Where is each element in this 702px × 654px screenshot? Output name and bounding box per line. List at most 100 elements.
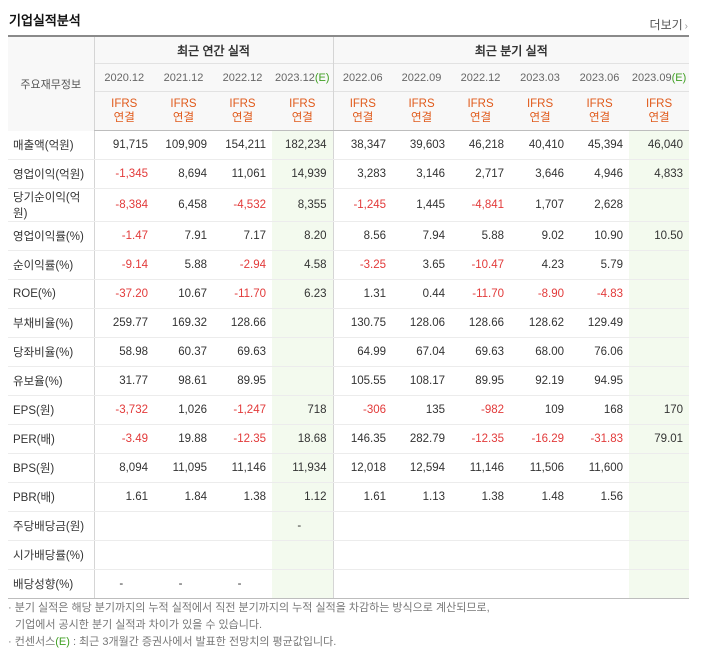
table-cell: -982 xyxy=(451,395,511,425)
table-cell: -3.25 xyxy=(332,250,393,280)
table-cell: 1.84 xyxy=(154,482,213,512)
table-cell: 128.66 xyxy=(213,308,272,338)
table-cell: 4.58 xyxy=(272,250,334,280)
accounting-standard: IFRS 연결 xyxy=(629,91,690,131)
footnote-1-cont: 기업에서 공시한 분기 실적과 차이가 있을 수 있습니다. xyxy=(15,619,263,631)
table-cell: 4,833 xyxy=(629,159,690,189)
table-cell: 76.06 xyxy=(570,337,630,367)
table-cell: 1.12 xyxy=(272,482,334,512)
period-label: 2021.12 xyxy=(163,71,204,84)
table-cell: 3,646 xyxy=(510,159,571,189)
period-label: 2020.12 xyxy=(104,71,145,84)
table-cell: 3,146 xyxy=(392,159,452,189)
table-cell: 10.67 xyxy=(154,279,213,309)
period-header: 2021.12 xyxy=(154,63,213,92)
table-cell: 98.61 xyxy=(154,366,213,396)
table-cell: 11,146 xyxy=(213,453,272,483)
period-header: 2023.12(E) xyxy=(272,63,334,92)
table-cell: 39,603 xyxy=(392,130,452,160)
table-cell: 5.79 xyxy=(570,250,630,280)
table-cell xyxy=(213,511,272,541)
more-link[interactable]: 더보기 › xyxy=(650,16,688,33)
table-cell xyxy=(392,540,452,570)
table-row: ROE(%) -37.20 10.67 -11.70 6.23 1.31 0.44 -11.7… xyxy=(8,279,690,309)
accounting-standard: IFRS 연결 xyxy=(272,91,334,131)
table-cell xyxy=(93,511,154,541)
table-cell xyxy=(629,453,690,483)
table-cell: -306 xyxy=(332,395,393,425)
table-cell: 11,600 xyxy=(570,453,630,483)
table-cell: 1.38 xyxy=(213,482,272,512)
table-cell: 128.06 xyxy=(392,308,452,338)
basis-label: 연결 xyxy=(291,112,313,124)
table-cell: 7.94 xyxy=(392,221,452,251)
standard-label: IFRS xyxy=(111,98,138,110)
table-cell: -4,532 xyxy=(213,188,272,222)
estimate-mark: (E) xyxy=(671,71,687,84)
table-cell: 2,717 xyxy=(451,159,511,189)
table-cell: -8,384 xyxy=(93,188,154,222)
table-cell: 8,094 xyxy=(93,453,154,483)
table-cell: 68.00 xyxy=(510,337,571,367)
period-header: 2022.06 xyxy=(332,63,393,92)
table-cell xyxy=(332,511,393,541)
table-cell: 154,211 xyxy=(213,130,272,160)
table-cell: - xyxy=(272,511,334,541)
table-cell xyxy=(570,569,630,599)
table-cell: 89.95 xyxy=(213,366,272,396)
table-cell: - xyxy=(93,569,154,599)
basis-label: 연결 xyxy=(469,112,492,124)
table-cell: 1.48 xyxy=(510,482,571,512)
table-cell: 1.61 xyxy=(332,482,393,512)
table-cell: 67.04 xyxy=(392,337,452,367)
table-cell: 58.98 xyxy=(93,337,154,367)
table-cell: - xyxy=(154,569,213,599)
table-cell: 11,061 xyxy=(213,159,272,189)
period-header: 2020.12 xyxy=(93,63,154,92)
table-cell xyxy=(629,279,690,309)
table-cell: 3,283 xyxy=(332,159,393,189)
table-cell xyxy=(629,308,690,338)
period-label: 2022.12 xyxy=(222,71,263,84)
corner-header: 주요재무정보 xyxy=(8,35,94,131)
footnote-2-estimate-mark: (E) xyxy=(55,636,70,648)
table-row: 순이익률(%) -9.14 5.88 -2.94 4.58 -3.25 3.65 -10.47… xyxy=(8,250,690,280)
accounting-standard: IFRS 연결 xyxy=(392,91,452,131)
table-cell: -16.29 xyxy=(510,424,571,454)
table-row: 영업이익(억원) -1,345 8,694 11,061 14,939 3,283 3,14… xyxy=(8,159,690,189)
row-label: 배당성향(%) xyxy=(8,569,94,599)
table-cell: 129.49 xyxy=(570,308,630,338)
table-cell xyxy=(629,540,690,570)
table-cell: -4.83 xyxy=(570,279,630,309)
table-cell: 38,347 xyxy=(332,130,393,160)
table-cell xyxy=(570,540,630,570)
table-cell: 40,410 xyxy=(510,130,571,160)
period-header: 2023.06 xyxy=(570,63,630,92)
table-cell: -37.20 xyxy=(93,279,154,309)
table-row: PBR(배) 1.61 1.84 1.38 1.12 1.61 1.13 1.38 1.48 1.… xyxy=(8,482,690,512)
row-label: 매출액(억원) xyxy=(8,130,94,160)
table-cell: -2.94 xyxy=(213,250,272,280)
table-cell xyxy=(154,511,213,541)
row-label: 당좌비율(%) xyxy=(8,337,94,367)
table-cell: 1,445 xyxy=(392,188,452,222)
estimate-mark: (E) xyxy=(314,71,330,84)
table-cell: 8,355 xyxy=(272,188,334,222)
table-cell: 6,458 xyxy=(154,188,213,222)
footnote-2: · 컨센서스(E) : 최근 3개월간 증권사에서 발표한 전망치의 평균값입니… xyxy=(8,636,337,648)
table-cell: 259.77 xyxy=(93,308,154,338)
quarter-header: 최근 분기 실적 xyxy=(332,35,690,64)
table-cell: 7.17 xyxy=(213,221,272,251)
period-label: 2023.03 xyxy=(520,71,560,84)
table-cell xyxy=(272,308,334,338)
table-cell: 1.61 xyxy=(93,482,154,512)
financial-summary-table: 주요재무정보 최근 연간 실적 최근 분기 실적 2020.12 2021.12 2… xyxy=(8,35,690,599)
table-cell xyxy=(272,540,334,570)
footnote-2-prefix: 컨센서스 xyxy=(14,636,56,648)
table-cell: - xyxy=(213,569,272,599)
table-row: BPS(원) 8,094 11,095 11,146 11,934 12,018 12,59… xyxy=(8,453,690,483)
table-row: 시가배당률(%) xyxy=(8,540,690,570)
table-cell: 282.79 xyxy=(392,424,452,454)
accounting-standard: IFRS 연결 xyxy=(570,91,630,131)
table-cell xyxy=(629,569,690,599)
